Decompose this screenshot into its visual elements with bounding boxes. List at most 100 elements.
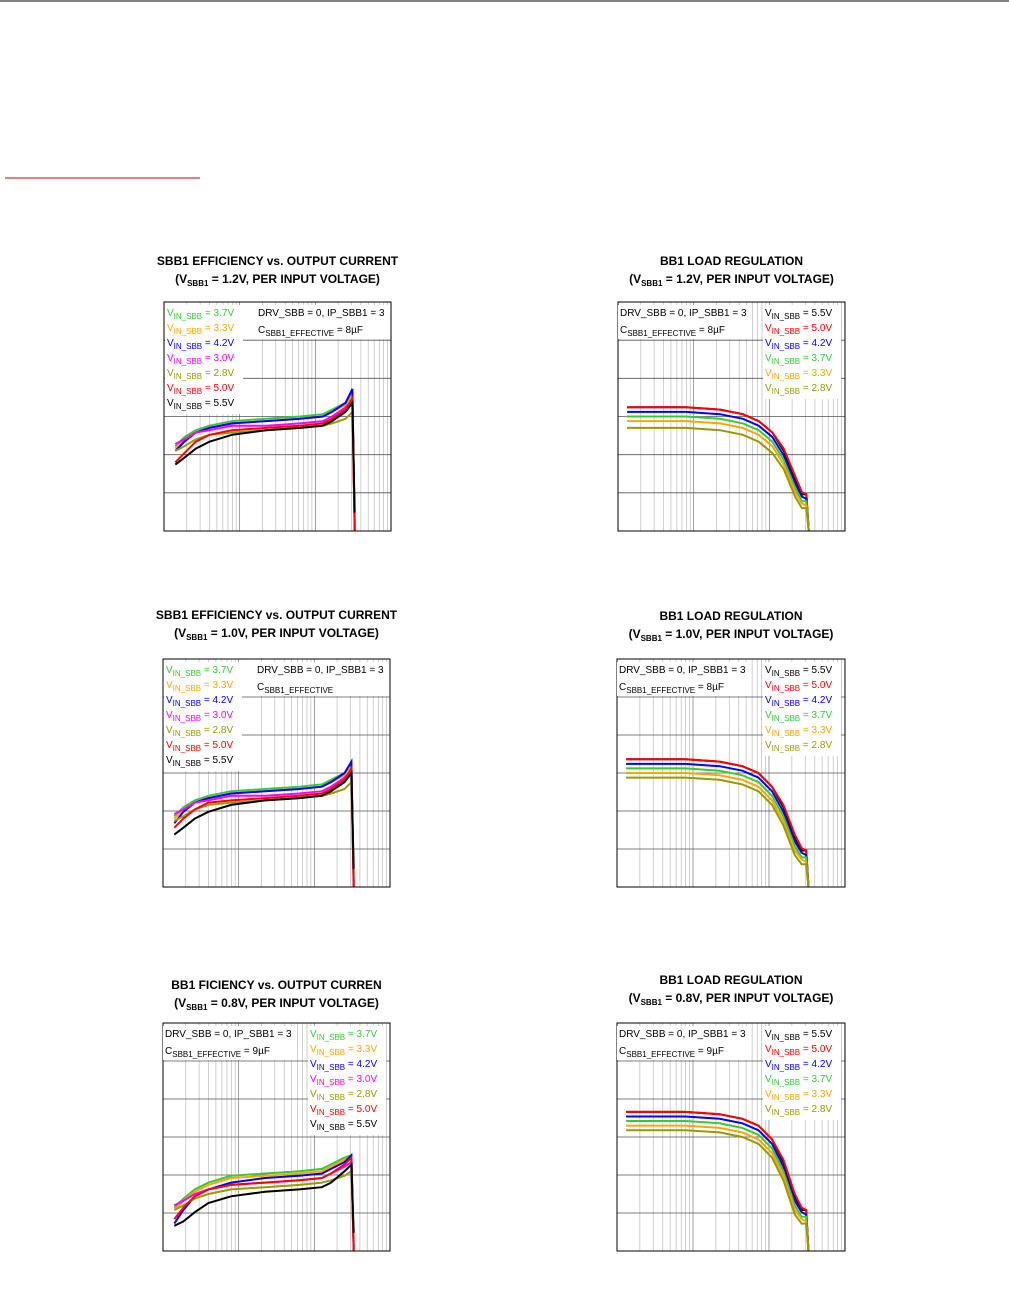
text-part: (V — [629, 627, 641, 641]
text-part: V — [167, 353, 174, 364]
data-line — [174, 399, 356, 513]
text-part: = 3.7V — [800, 353, 832, 364]
legend-entry: VIN_SBB = 3.3V — [310, 1044, 377, 1057]
text-part: = 4.2V — [800, 1059, 832, 1070]
text-part: V — [765, 1044, 772, 1055]
text-part: V — [167, 383, 174, 394]
text-part: = 2.8V — [202, 368, 234, 379]
text-part: = 3.3V — [800, 1089, 832, 1100]
text-part: = 0.8V, PER INPUT VOLTAGE) — [662, 991, 834, 1005]
subscript: IN_SBB — [772, 1108, 800, 1117]
data-line — [626, 762, 810, 888]
legend-entry: VIN_SBB = 3.0V — [167, 353, 234, 366]
text-part: = 9µF — [241, 1046, 270, 1057]
text-part: = 3.3V — [202, 323, 234, 334]
subscript: IN_SBB — [317, 1033, 345, 1042]
data-line — [626, 776, 810, 888]
text-part: = 8µF — [334, 325, 363, 336]
data-line — [627, 415, 810, 532]
legend-entry: VIN_SBB = 3.7V — [765, 1074, 832, 1087]
text-part: V — [167, 323, 174, 334]
subscript: IN_SBB — [772, 1033, 800, 1042]
legend-entry: VIN_SBB = 5.0V — [167, 383, 234, 396]
annotation: CSBB1_EFFECTIVE = 8µF — [258, 325, 363, 338]
text-part: V — [765, 1104, 772, 1115]
subscript: IN_SBB — [772, 387, 800, 396]
annotation: CSBB1_EFFECTIVE = 9µF — [619, 1046, 724, 1059]
legend-entry: VIN_SBB = 2.8V — [765, 740, 832, 753]
legend-entry: VIN_SBB = 2.8V — [167, 368, 234, 381]
text-part: = 5.0V — [201, 740, 233, 751]
text-part: DRV_SBB = 0, IP_SBB1 = 3 — [257, 665, 384, 676]
subscript: IN_SBB — [772, 669, 800, 678]
annotation-box — [617, 1026, 749, 1060]
text-part: V — [166, 695, 173, 706]
text-part: = 3.7V — [345, 1029, 377, 1040]
subscript: IN_SBB — [173, 759, 201, 768]
subscript: SBB1 — [186, 633, 208, 642]
text-part: V — [166, 740, 173, 751]
subscript: IN_SBB — [317, 1078, 345, 1087]
data-line — [173, 758, 355, 883]
subscript: SBB1 — [641, 998, 663, 1007]
subscript: IN_SBB — [772, 1078, 800, 1087]
text-part: V — [765, 323, 772, 334]
text-part: V — [765, 1074, 772, 1085]
data-line — [627, 410, 810, 532]
legend-entry: VIN_SBB = 5.5V — [765, 1029, 832, 1042]
legend-entry: VIN_SBB = 4.2V — [765, 1059, 832, 1072]
text-part: (V — [175, 272, 187, 286]
subscript: SBB1_EFFECTIVE — [626, 686, 695, 695]
subscript: SBB1 — [187, 279, 209, 288]
data-line — [626, 1129, 810, 1252]
chart-subtitle: (VSBB1 = 1.2V, PER INPUT VOLTAGE) — [175, 272, 380, 288]
text-part: = 4.2V — [800, 338, 832, 349]
text-part: = 2.8V — [800, 740, 832, 751]
chart-subtitle: (VSBB1 = 1.2V, PER INPUT VOLTAGE) — [629, 272, 834, 288]
legend-box — [308, 1026, 386, 1135]
legend-entry: VIN_SBB = 5.5V — [765, 308, 832, 321]
text-part: = 2.8V — [345, 1089, 377, 1100]
annotation: CSBB1_EFFECTIVE = 8µF — [619, 682, 724, 695]
legend-entry: VIN_SBB = 2.8V — [765, 1104, 832, 1117]
data-line — [173, 1169, 355, 1240]
text-part: V — [765, 368, 772, 379]
subscript: IN_SBB — [772, 699, 800, 708]
subscript: IN_SBB — [173, 684, 201, 693]
subscript: SBB1_EFFECTIVE — [172, 1050, 241, 1059]
plot-frame — [162, 1022, 391, 1252]
subscript: IN_SBB — [317, 1123, 345, 1132]
text-part: = 8µF — [695, 682, 724, 693]
annotation: CSBB1_EFFECTIVE — [257, 682, 333, 695]
text-part: V — [765, 725, 772, 736]
legend-entry: VIN_SBB = 5.5V — [765, 665, 832, 678]
text-part: = 4.2V — [345, 1059, 377, 1070]
text-part: = 3.7V — [202, 308, 234, 319]
text-part: DRV_SBB = 0, IP_SBB1 = 3 — [620, 308, 747, 319]
subscript: IN_SBB — [317, 1108, 345, 1117]
text-part: C — [165, 1046, 172, 1057]
text-part: C — [620, 325, 627, 336]
chart-title: SBB1 EFFICIENCY vs. OUTPUT CURRENT — [157, 254, 399, 268]
text-part: = 1.0V, PER INPUT VOLTAGE) — [207, 626, 379, 640]
data-line — [626, 1120, 810, 1252]
text-part: V — [765, 680, 772, 691]
text-part: = 5.5V — [202, 398, 234, 409]
text-part: DRV_SBB = 0, IP_SBB1 = 3 — [619, 665, 746, 676]
subscript: IN_SBB — [772, 1048, 800, 1057]
text-part: V — [166, 755, 173, 766]
text-part: V — [166, 680, 173, 691]
text-part: = 3.7V — [800, 710, 832, 721]
text-part: (V — [629, 991, 641, 1005]
chart-subtitle: (VSBB1 = 1.0V, PER INPUT VOLTAGE) — [629, 627, 834, 643]
data-line — [173, 1155, 355, 1252]
text-part: V — [167, 368, 174, 379]
text-part: = 2.8V — [800, 1104, 832, 1115]
subscript: IN_SBB — [173, 669, 201, 678]
subscript: IN_SBB — [772, 357, 800, 366]
chart-title: BB1 LOAD REGULATION — [659, 973, 802, 987]
legend-entry: VIN_SBB = 3.7V — [166, 665, 233, 678]
subscript: IN_SBB — [317, 1093, 345, 1102]
text-part: V — [765, 353, 772, 364]
text-part: = 1.2V, PER INPUT VOLTAGE) — [662, 272, 834, 286]
